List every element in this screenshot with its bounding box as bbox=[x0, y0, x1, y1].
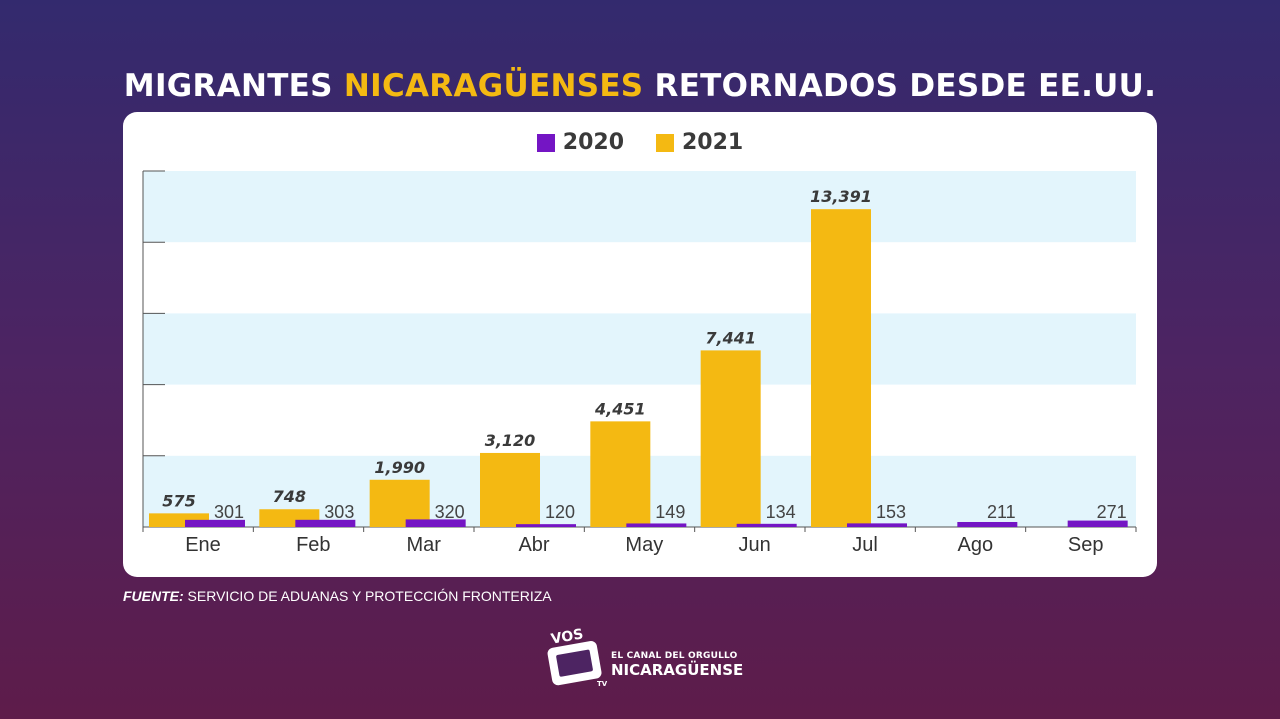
title-part2: RETORNADOS DESDE EE.UU. bbox=[643, 68, 1157, 104]
grid-band bbox=[143, 313, 1136, 385]
bar-2020 bbox=[1067, 520, 1128, 527]
bar-2021 bbox=[811, 209, 871, 527]
data-label-2020: 149 bbox=[655, 502, 685, 522]
bar-2020 bbox=[185, 519, 245, 527]
x-tick-label: Jul bbox=[852, 534, 878, 556]
tv-screen-icon bbox=[556, 649, 593, 677]
x-tick-label: Jun bbox=[739, 534, 771, 556]
data-label-2020: 303 bbox=[324, 502, 354, 522]
bar-2020 bbox=[295, 519, 356, 527]
source-text: SERVICIO DE ADUANAS Y PROTECCIÓN FRONTER… bbox=[183, 588, 552, 604]
data-label-2020: 153 bbox=[876, 502, 906, 522]
x-tick-label: Ene bbox=[185, 534, 221, 556]
legend-item-2020: 2020 bbox=[536, 130, 624, 155]
vos-tv-logo: VOS TV bbox=[547, 626, 608, 688]
bar-2021 bbox=[590, 421, 651, 527]
data-label-2020: 271 bbox=[1097, 502, 1127, 522]
source-note: FUENTE: SERVICIO DE ADUANAS Y PROTECCIÓN… bbox=[123, 588, 552, 604]
data-label-2021: 3,120 bbox=[485, 431, 536, 450]
bar-2020 bbox=[957, 521, 1018, 527]
bar-2020 bbox=[626, 523, 687, 527]
legend-label-2020: 2020 bbox=[562, 130, 624, 155]
legend-swatch-2021 bbox=[656, 133, 674, 152]
data-label-2020: 211 bbox=[987, 502, 1016, 522]
data-label-2020: 320 bbox=[435, 502, 465, 522]
grid-band bbox=[143, 171, 1136, 243]
bar-2021 bbox=[369, 479, 430, 527]
x-tick-label: Mar bbox=[406, 534, 441, 556]
logo-line2: NICARAGÜENSE bbox=[611, 661, 744, 679]
data-label-2021: 7,441 bbox=[705, 328, 756, 347]
bar-2020 bbox=[736, 523, 797, 527]
title-part1: MIGRANTES bbox=[123, 68, 344, 104]
bar-2021 bbox=[480, 452, 540, 527]
data-label-2020: 301 bbox=[214, 502, 244, 522]
data-label-2020: 120 bbox=[545, 502, 575, 522]
data-label-2020: 134 bbox=[766, 502, 796, 522]
data-label-2021: 575 bbox=[162, 491, 195, 510]
data-label-2021: 748 bbox=[273, 487, 306, 506]
logo-text: EL CANAL DEL ORGULLO NICARAGÜENSE bbox=[611, 652, 743, 678]
chart-title: MIGRANTES NICARAGÜENSES RETORNADOS DESDE… bbox=[0, 68, 1280, 104]
x-tick-label: Abr bbox=[518, 534, 549, 556]
legend-item-2021: 2021 bbox=[656, 130, 743, 155]
bar-2021 bbox=[700, 350, 761, 527]
chart-legend: 2020 2021 bbox=[123, 130, 1157, 155]
logo-badge: VOS bbox=[550, 626, 585, 647]
legend-swatch-2020 bbox=[536, 133, 555, 152]
bar-2020 bbox=[405, 519, 466, 527]
logo-tv: TV bbox=[597, 680, 608, 688]
source-label: FUENTE: bbox=[123, 588, 184, 604]
x-tick-label: Feb bbox=[296, 534, 330, 556]
legend-label-2021: 2021 bbox=[682, 130, 744, 155]
title-highlight: NICARAGÜENSES bbox=[343, 68, 644, 104]
data-label-2021: 4,451 bbox=[594, 399, 646, 418]
logo-line1: EL CANAL DEL ORGULLO bbox=[611, 651, 738, 661]
x-tick-label: Ago bbox=[958, 534, 994, 556]
bar-2020 bbox=[847, 523, 907, 527]
data-label-2021: 1,990 bbox=[374, 458, 425, 477]
data-label-2021: 13,391 bbox=[810, 187, 872, 206]
bar-2020 bbox=[516, 524, 576, 527]
x-tick-label: Sep bbox=[1068, 534, 1104, 556]
x-tick-label: May bbox=[625, 534, 663, 556]
